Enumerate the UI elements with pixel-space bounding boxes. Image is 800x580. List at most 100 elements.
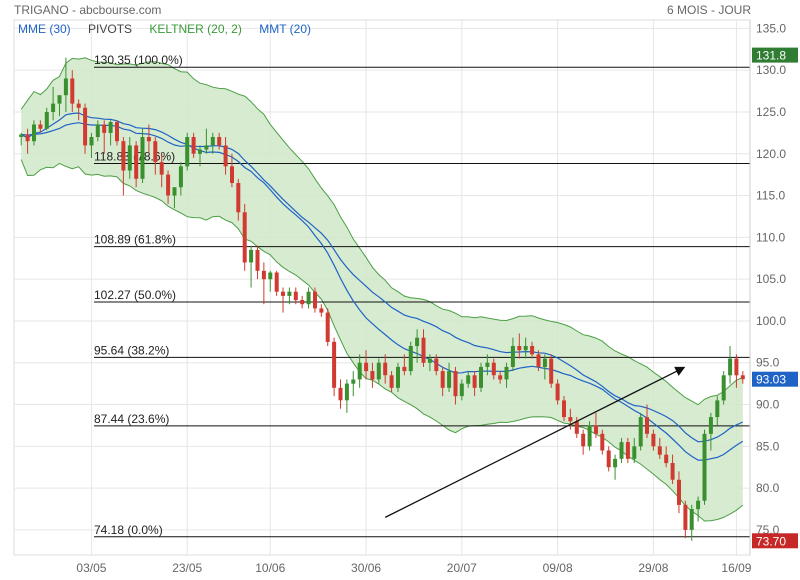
candle-body (574, 421, 579, 434)
candle-body (670, 463, 675, 480)
fib-label: 102.27 (50.0%) (94, 288, 176, 302)
candle-body (32, 124, 36, 142)
candle-body (249, 249, 254, 263)
candle-body (389, 375, 394, 388)
legend-item-pivots[interactable]: PIVOTS (88, 22, 133, 36)
legend-item-mme[interactable]: MME (30) (18, 22, 71, 36)
candle-body (230, 166, 234, 183)
y-tick-label: 105.0 (756, 272, 786, 286)
candle-body (638, 417, 643, 447)
candle-body (364, 362, 369, 372)
high-badge-text: 131.8 (756, 49, 786, 63)
candle-body (121, 141, 126, 171)
candle-body (268, 272, 273, 280)
candle-body (172, 187, 177, 196)
y-tick-label: 120.0 (756, 147, 786, 161)
candle-body (89, 137, 94, 146)
candle-body (402, 366, 407, 372)
x-tick-label: 03/05 (76, 561, 106, 575)
candle-body (83, 107, 88, 146)
candle-body (421, 337, 426, 363)
candle-body (619, 442, 624, 459)
candle-body (351, 379, 356, 384)
candle-body (632, 446, 637, 459)
mme-line (21, 122, 744, 443)
candle-body (708, 417, 713, 434)
x-tick-label: 09/08 (543, 561, 573, 575)
candle-body (166, 174, 171, 196)
candle-body (198, 149, 202, 154)
fib-label: 87.44 (23.6%) (94, 412, 169, 426)
candle-body (555, 383, 560, 401)
candle-body (683, 504, 688, 530)
x-tick-label: 20/07 (447, 561, 477, 575)
x-tick-label: 16/09 (721, 561, 751, 575)
candle-body (159, 162, 164, 175)
moving-averages (20, 112, 744, 461)
candle-body (217, 137, 222, 146)
candle-body (536, 354, 541, 367)
candle-body (185, 137, 190, 167)
candle-body (383, 362, 388, 376)
candle-body (664, 454, 669, 464)
candle-body (587, 425, 592, 447)
low-badge-text: 73.70 (756, 534, 786, 548)
candle-body (19, 134, 24, 137)
candle-body (549, 358, 554, 384)
candle-body (594, 425, 598, 434)
candle-body (140, 137, 145, 179)
x-tick-label: 23/05 (172, 561, 202, 575)
candle-body (178, 166, 183, 188)
x-tick-label: 29/08 (638, 561, 668, 575)
candle-body (115, 122, 119, 142)
candle-body (281, 291, 285, 296)
candle-body (485, 362, 490, 367)
candle-body (261, 270, 266, 280)
keltner-upper (20, 57, 743, 406)
trend-arrow-line (384, 369, 680, 518)
x-tick-label: 10/06 (255, 561, 285, 575)
candle-body (242, 212, 247, 263)
candle-body (332, 341, 337, 388)
candle-body (127, 145, 132, 171)
legend-item-keltner[interactable]: KELTNER (20, 2) (149, 22, 242, 36)
candle-body (728, 358, 733, 376)
candle-body (63, 78, 68, 96)
candle-body (530, 346, 535, 355)
y-tick-label: 135.0 (756, 21, 786, 35)
fib-label: 74.18 (0.0%) (94, 523, 163, 537)
candle-body (274, 272, 279, 292)
candle-body (108, 122, 113, 133)
candle-body (517, 346, 522, 351)
candle-body (734, 358, 739, 376)
price-badges: 131.8 93.03 73.70 (752, 47, 798, 549)
fib-label: 108.89 (61.8%) (94, 233, 176, 247)
y-tick-label: 110.0 (756, 230, 785, 244)
high-badge (752, 47, 798, 63)
candle-body (134, 145, 139, 179)
candle-body (677, 479, 681, 505)
candle-body (606, 450, 611, 468)
candle-body (95, 124, 100, 137)
candle-body (287, 291, 292, 296)
candle-body (434, 358, 439, 372)
candle-body (498, 375, 503, 380)
candle-body (146, 137, 151, 142)
candle-body (210, 137, 215, 146)
candle-body (396, 366, 400, 388)
candle-body (523, 346, 528, 351)
candle-body (568, 417, 573, 422)
y-tick-label: 100.0 (756, 314, 786, 328)
candle-body (313, 291, 317, 309)
candle-body (440, 371, 445, 388)
trend-arrow (384, 366, 686, 518)
candle-body (51, 103, 56, 112)
candle-body (376, 362, 381, 380)
last-price-badge-text: 93.03 (756, 373, 786, 387)
candle-body (453, 371, 458, 397)
candle-body (370, 371, 375, 380)
fib-label: 95.64 (38.2%) (94, 343, 169, 357)
candle-body (236, 183, 241, 213)
legend-item-mmt[interactable]: MMT (20) (259, 22, 311, 36)
